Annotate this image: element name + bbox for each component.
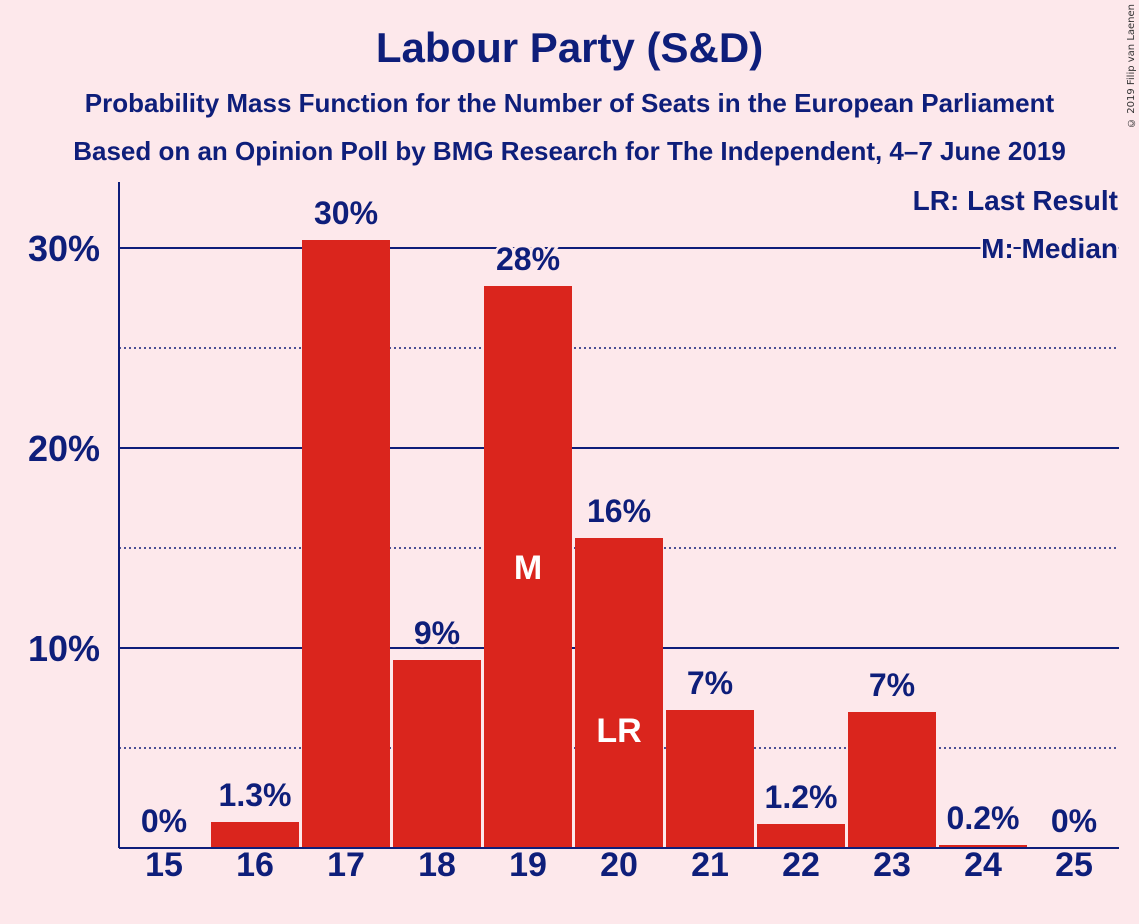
x-tick-label: 16 [236, 846, 274, 884]
y-tick-label: 30% [28, 228, 100, 269]
x-tick-label: 22 [782, 846, 820, 884]
x-tick-label: 25 [1055, 846, 1093, 884]
x-tick-label: 21 [691, 846, 729, 884]
data-label: 7% [869, 667, 915, 703]
bar [666, 710, 754, 848]
bar [939, 845, 1027, 848]
chart-title: Labour Party (S&D) [375, 24, 764, 71]
legend-item: LR: Last Result [913, 185, 1118, 216]
data-label: 1.2% [765, 779, 838, 815]
bar [302, 240, 390, 848]
bar [393, 660, 481, 848]
x-tick-label: 18 [418, 846, 456, 884]
x-tick-label: 23 [873, 846, 911, 884]
data-label: 9% [414, 615, 460, 651]
chart-subtitle-1: Probability Mass Function for the Number… [84, 88, 1055, 118]
data-label: 0% [1051, 803, 1097, 839]
x-tick-label: 20 [600, 846, 638, 884]
legend-item: M: Median [981, 233, 1118, 264]
x-tick-label: 19 [509, 846, 547, 884]
data-label: 0.2% [947, 800, 1020, 836]
bar [757, 824, 845, 848]
data-label: 1.3% [219, 777, 292, 813]
data-label: 28% [496, 241, 560, 277]
y-tick-label: 10% [28, 628, 100, 669]
data-label: 16% [587, 493, 651, 529]
data-label: 7% [687, 665, 733, 701]
x-tick-label: 24 [964, 846, 1002, 884]
data-label: 0% [141, 803, 187, 839]
data-label: 30% [314, 195, 378, 231]
bar [484, 286, 572, 848]
bar [848, 712, 936, 848]
chart-subtitle-2: Based on an Opinion Poll by BMG Research… [73, 136, 1066, 166]
bar-marker-lr: LR [596, 712, 641, 750]
bar [211, 822, 299, 848]
x-tick-label: 15 [145, 846, 183, 884]
bar-marker-m: M [514, 549, 542, 587]
bar [575, 538, 663, 848]
x-tick-label: 17 [327, 846, 365, 884]
y-tick-label: 20% [28, 428, 100, 469]
